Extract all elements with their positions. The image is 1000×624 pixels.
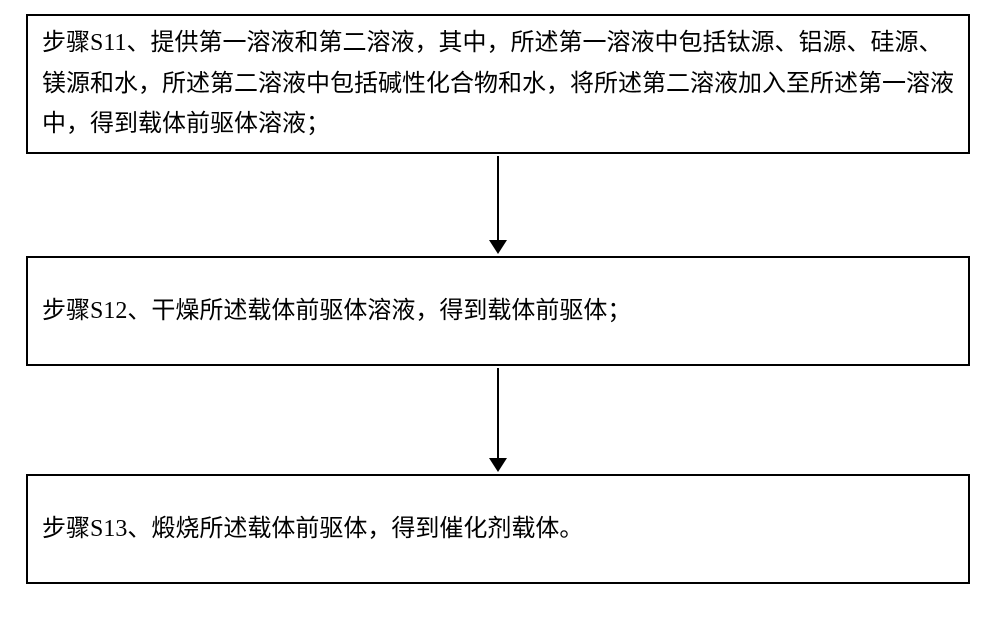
flow-edge-arrowhead	[489, 458, 507, 472]
flow-edge-line	[497, 156, 499, 242]
flow-node-label: 步骤S13、煅烧所述载体前驱体，得到催化剂载体。	[42, 509, 954, 550]
flow-edge-arrowhead	[489, 240, 507, 254]
flow-node-label: 步骤S12、干燥所述载体前驱体溶液，得到载体前驱体；	[42, 291, 954, 332]
flow-node-label: 步骤S11、提供第一溶液和第二溶液，其中，所述第一溶液中包括钛源、铝源、硅源、镁…	[42, 23, 954, 145]
flow-node-s13: 步骤S13、煅烧所述载体前驱体，得到催化剂载体。	[26, 474, 970, 584]
flowchart-canvas: 步骤S11、提供第一溶液和第二溶液，其中，所述第一溶液中包括钛源、铝源、硅源、镁…	[0, 0, 1000, 624]
flow-edge-line	[497, 368, 499, 460]
flow-node-s12: 步骤S12、干燥所述载体前驱体溶液，得到载体前驱体；	[26, 256, 970, 366]
flow-node-s11: 步骤S11、提供第一溶液和第二溶液，其中，所述第一溶液中包括钛源、铝源、硅源、镁…	[26, 14, 970, 154]
